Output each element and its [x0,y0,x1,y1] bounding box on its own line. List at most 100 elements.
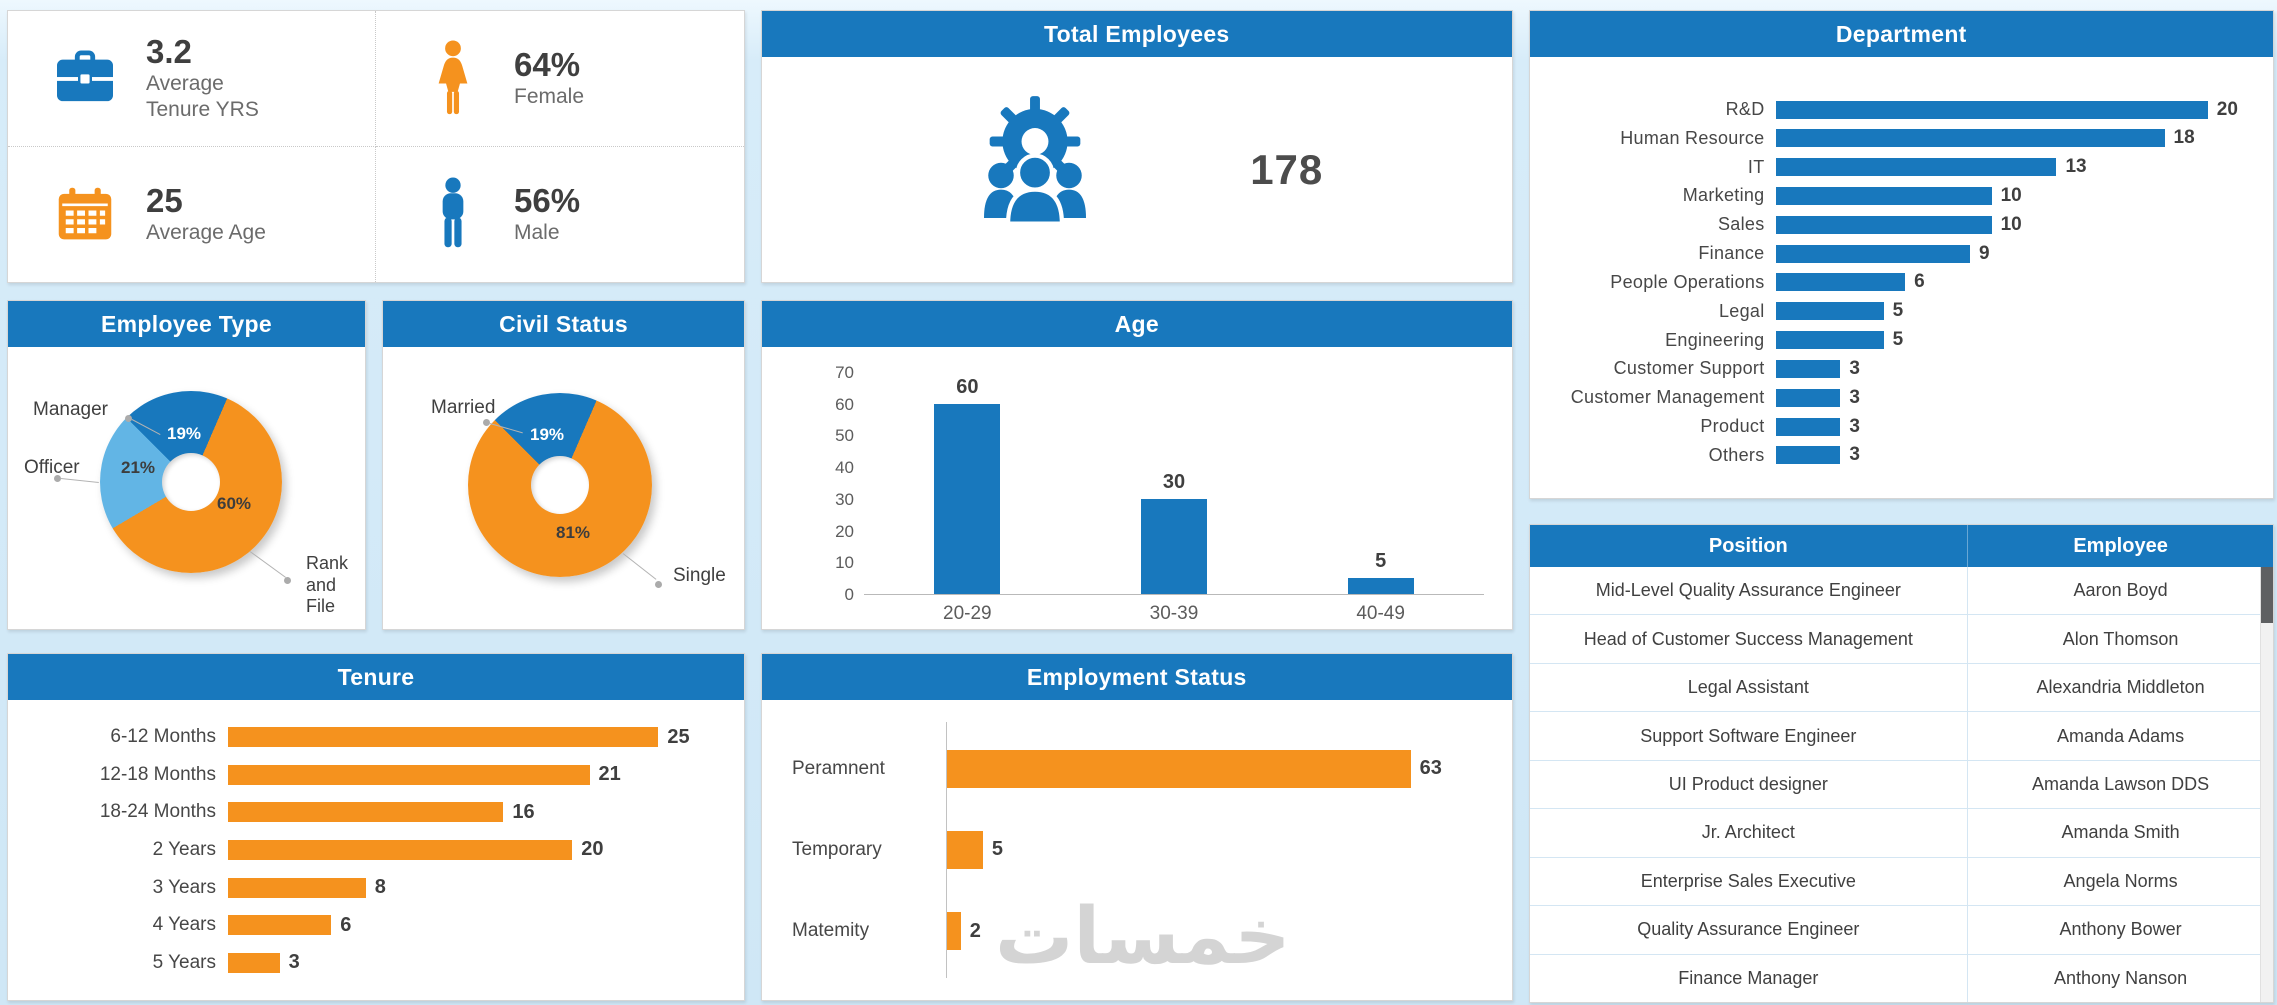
bar[interactable] [1775,158,2057,177]
panel-title: Total Employees [762,11,1512,57]
age-bar-column: 30 [1139,471,1209,594]
bar[interactable] [946,912,961,951]
bar-track: 9 [1775,243,2252,264]
female-icon [420,40,486,116]
kpi-label: Male [514,221,560,245]
table-row[interactable]: UI Product designer Amanda Lawson DDS [1529,760,2273,810]
bar-track: 13 [1775,156,2252,177]
bar-track: 10 [1775,213,2252,235]
bar[interactable] [946,749,1411,788]
bar[interactable] [1775,302,1884,321]
bar-track: 3 [228,951,710,973]
employee-cell: Anthony Bower [2059,919,2182,940]
bar[interactable] [1775,186,1992,205]
position-cell: Support Software Engineer [1530,712,1969,760]
bar-row: Finance 9 [1536,243,2252,264]
position-cell: Jr. Architect [1530,809,1969,857]
bar-row: Product 3 [1536,416,2252,437]
bar-row: People Operations 6 [1536,271,2252,293]
bar-value-label: 3 [1849,386,1860,408]
bar[interactable] [228,915,332,936]
civil-status-chart: Married Single 19% 81% [383,347,744,629]
bar-value-label: 5 [1375,550,1387,572]
bar[interactable] [1775,417,1841,436]
table-row[interactable]: Head of Customer Success Management Alon… [1529,615,2273,664]
bar-track: 2 [946,912,1448,951]
employee-type-chart: Manager Officer Rank and File 19% 60% 21… [8,347,365,629]
table-row[interactable]: Enterprise Sales Executive Angela Norms [1529,857,2273,907]
bar[interactable] [228,764,590,785]
table-row[interactable]: Legal Assistant Alexandria Middleton [1529,663,2273,713]
plot-area: 60 30 5 [864,373,1484,595]
bar-value-label: 10 [2000,213,2022,235]
position-cell: Legal Assistant [1530,663,1969,712]
bar-category-label: Engineering [1665,329,1765,350]
age-chart: 0 10 20 30 40 50 60 70 60 30 5 20-29 30-39 40-49 [762,347,1512,629]
kpi-label-line1: Average [146,71,224,95]
bar-category-label: Customer Support [1613,358,1765,379]
table-row[interactable]: Support Software Engineer Amanda Adams [1529,712,2273,761]
table-row[interactable]: Jr. Architect Amanda Smith [1529,809,2273,858]
bar[interactable] [228,727,659,747]
position-cell: UI Product designer [1530,760,1969,809]
bar-value-label: 3 [1849,444,1860,466]
bar-value-label: 25 [667,725,690,748]
bar[interactable] [228,839,573,860]
bar[interactable] [946,830,983,869]
bar-category-label: Customer Management [1570,387,1765,408]
kpi-label: Average Age [146,221,266,245]
donut-chart[interactable] [468,393,652,577]
table-row[interactable]: Mid-Level Quality Assurance Engineer Aar… [1529,567,2273,616]
axis-tick-label: 40 [835,458,854,477]
donut-chart[interactable] [100,391,282,573]
bar-category-label: IT [1747,156,1765,177]
tenure-panel: Tenure 6-12 Months 25 12-18 Months 21 18… [7,653,745,1001]
column-header-position[interactable]: Position [1530,525,1969,567]
bar-category-label: 5 Years [152,951,216,973]
bar[interactable] [1775,244,1971,263]
slice-percent-label: 21% [120,458,156,477]
slice-percent-label: 19% [166,424,202,443]
column-header-employee[interactable]: Employee [2073,534,2168,557]
bar[interactable] [934,404,1001,594]
slice-percent-label: 19% [529,425,565,444]
bar-row: IT 13 [1536,156,2252,178]
leader-dot [125,415,132,422]
bar-row: Engineering 5 [1536,329,2252,351]
bar[interactable] [228,952,280,973]
bar-value-label: 5 [991,838,1003,861]
bar[interactable] [1775,359,1841,378]
bar-row: Sales 10 [1536,214,2252,235]
scrollbar-track[interactable] [2260,567,2273,1002]
table-row[interactable]: Finance Manager Anthony Nanson [1530,954,2274,1002]
briefcase-icon [52,50,118,106]
employee-cell: Amanda Lawson DDS [2032,773,2210,794]
bar[interactable] [1775,129,2165,148]
watermark: خمسات [995,892,1291,982]
table-body: Mid-Level Quality Assurance Engineer Aar… [1529,567,2274,1002]
employee-cell: Amanda Smith [2061,822,2180,843]
kpi-text: 64% Female [514,46,584,110]
bar[interactable] [228,802,504,823]
axis-tick-label: 20 [835,522,854,541]
bar[interactable] [228,877,366,898]
bar[interactable] [1775,446,1841,465]
bar[interactable] [1775,331,1884,350]
bar-track: 3 [1775,416,2252,437]
panel-title: Employee Type [8,301,365,347]
bar[interactable] [1140,499,1207,594]
kpi-value: 64% [514,46,581,84]
scrollbar-thumb[interactable] [2261,567,2273,623]
bar-value-label: 6 [340,913,352,936]
bar[interactable] [1775,273,1906,292]
bar[interactable] [1347,578,1414,594]
bar[interactable] [1775,388,1841,407]
bar-track: 5 [946,830,1448,869]
bar-row: 3 Years 8 [14,876,710,899]
bar-category-label: Marketing [1682,185,1765,206]
bar[interactable] [1775,100,2208,119]
bar-row: 12-18 Months 21 [14,763,710,786]
bar-track: 3 [1775,358,2252,379]
bar[interactable] [1775,215,1992,234]
table-row[interactable]: Quality Assurance Engineer Anthony Bower [1529,906,2273,955]
